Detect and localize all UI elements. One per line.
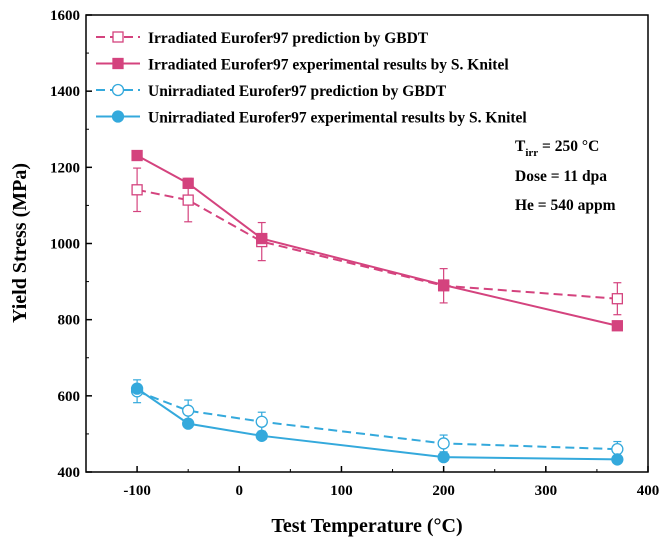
y-tick-label: 1000 (50, 237, 80, 253)
data-point (437, 437, 450, 450)
series-line (136, 188, 618, 300)
annotation-tirr-prefix: T (515, 138, 526, 155)
data-point (182, 194, 194, 206)
series-2 (130, 379, 624, 458)
annotation-tirr-value: = 250 °C (538, 138, 599, 155)
y-axis-title: Yield Stress (MPa) (9, 163, 31, 323)
series-1 (131, 149, 623, 332)
x-tick-label: 400 (637, 483, 660, 499)
legend: Irradiated Eurofer97 prediction by GBDT I… (96, 30, 527, 127)
legend-marker (111, 83, 125, 97)
series-3 (130, 382, 624, 466)
series-line (136, 390, 618, 451)
legend-marker (112, 31, 124, 43)
x-tick-label: 200 (432, 483, 455, 499)
data-point (255, 429, 268, 442)
data-point (182, 417, 195, 430)
y-tick-label: 600 (58, 389, 81, 405)
x-tick-label: -100 (123, 483, 151, 499)
y-axis: 400 600 800 1000 1200 1400 1600 (50, 8, 92, 481)
y-tick-label: 1200 (50, 160, 80, 176)
series-0 (131, 167, 623, 316)
annotation-tirr-subscript: irr (525, 147, 538, 159)
data-point (130, 382, 144, 395)
x-tick-label: 100 (330, 483, 353, 499)
legend-marker (112, 57, 124, 70)
x-axis-title: Test Temperature (°C) (271, 515, 462, 537)
data-point (256, 232, 268, 245)
y-tick-label: 1600 (50, 8, 80, 24)
x-tick-label: 300 (535, 483, 558, 499)
annotation-tirr: Tirr = 250 °C (515, 138, 599, 159)
y-tick-label: 400 (58, 465, 81, 481)
y-tick-label: 1400 (50, 84, 80, 100)
data-point (182, 404, 195, 417)
x-axis: -100 0 100 200 300 400 (85, 466, 660, 499)
data-point (611, 442, 624, 456)
data-point (611, 453, 624, 466)
data-point (611, 293, 623, 305)
data-point (131, 149, 143, 162)
annotation-dose: Dose = 11 dpa (515, 168, 607, 185)
legend-label: Unirradiated Eurofer97 experimental resu… (148, 110, 527, 127)
series-line (136, 387, 618, 461)
legend-label: Irradiated Eurofer97 experimental result… (148, 57, 509, 74)
data-point (182, 177, 194, 189)
data-point (437, 279, 450, 291)
data-point (131, 184, 143, 196)
annotation-he: He = 540 appm (515, 197, 616, 214)
data-point (437, 450, 450, 464)
x-tick-label: 0 (236, 483, 244, 499)
data-point (611, 320, 623, 332)
legend-label: Irradiated Eurofer97 prediction by GBDT (148, 30, 429, 47)
legend-label: Unirradiated Eurofer97 prediction by GBD… (148, 83, 447, 100)
series-layer (130, 149, 624, 466)
legend-marker (111, 110, 125, 123)
data-point (255, 415, 268, 428)
y-tick-label: 800 (58, 313, 81, 329)
